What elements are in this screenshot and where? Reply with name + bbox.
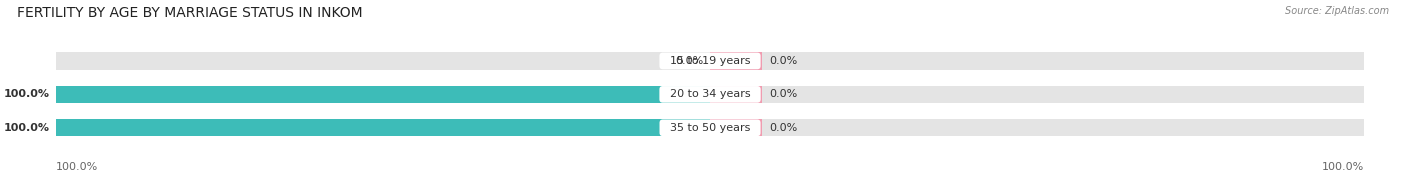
Bar — [710, 119, 762, 136]
Bar — [710, 86, 762, 103]
Bar — [56, 119, 710, 136]
Bar — [56, 52, 1364, 70]
Text: 0.0%: 0.0% — [675, 56, 703, 66]
Bar — [56, 86, 710, 103]
Bar — [56, 119, 1364, 136]
Text: 0.0%: 0.0% — [769, 89, 797, 99]
Text: 100.0%: 100.0% — [56, 162, 98, 172]
Text: 35 to 50 years: 35 to 50 years — [662, 123, 758, 133]
Text: 100.0%: 100.0% — [1322, 162, 1364, 172]
Text: 20 to 34 years: 20 to 34 years — [662, 89, 758, 99]
Text: 0.0%: 0.0% — [769, 123, 797, 133]
Text: 100.0%: 100.0% — [4, 89, 49, 99]
Text: FERTILITY BY AGE BY MARRIAGE STATUS IN INKOM: FERTILITY BY AGE BY MARRIAGE STATUS IN I… — [17, 6, 363, 20]
Text: 100.0%: 100.0% — [4, 123, 49, 133]
Bar — [710, 52, 762, 70]
Bar — [56, 86, 1364, 103]
Text: 15 to 19 years: 15 to 19 years — [662, 56, 758, 66]
Text: Source: ZipAtlas.com: Source: ZipAtlas.com — [1285, 6, 1389, 16]
Text: 0.0%: 0.0% — [769, 56, 797, 66]
